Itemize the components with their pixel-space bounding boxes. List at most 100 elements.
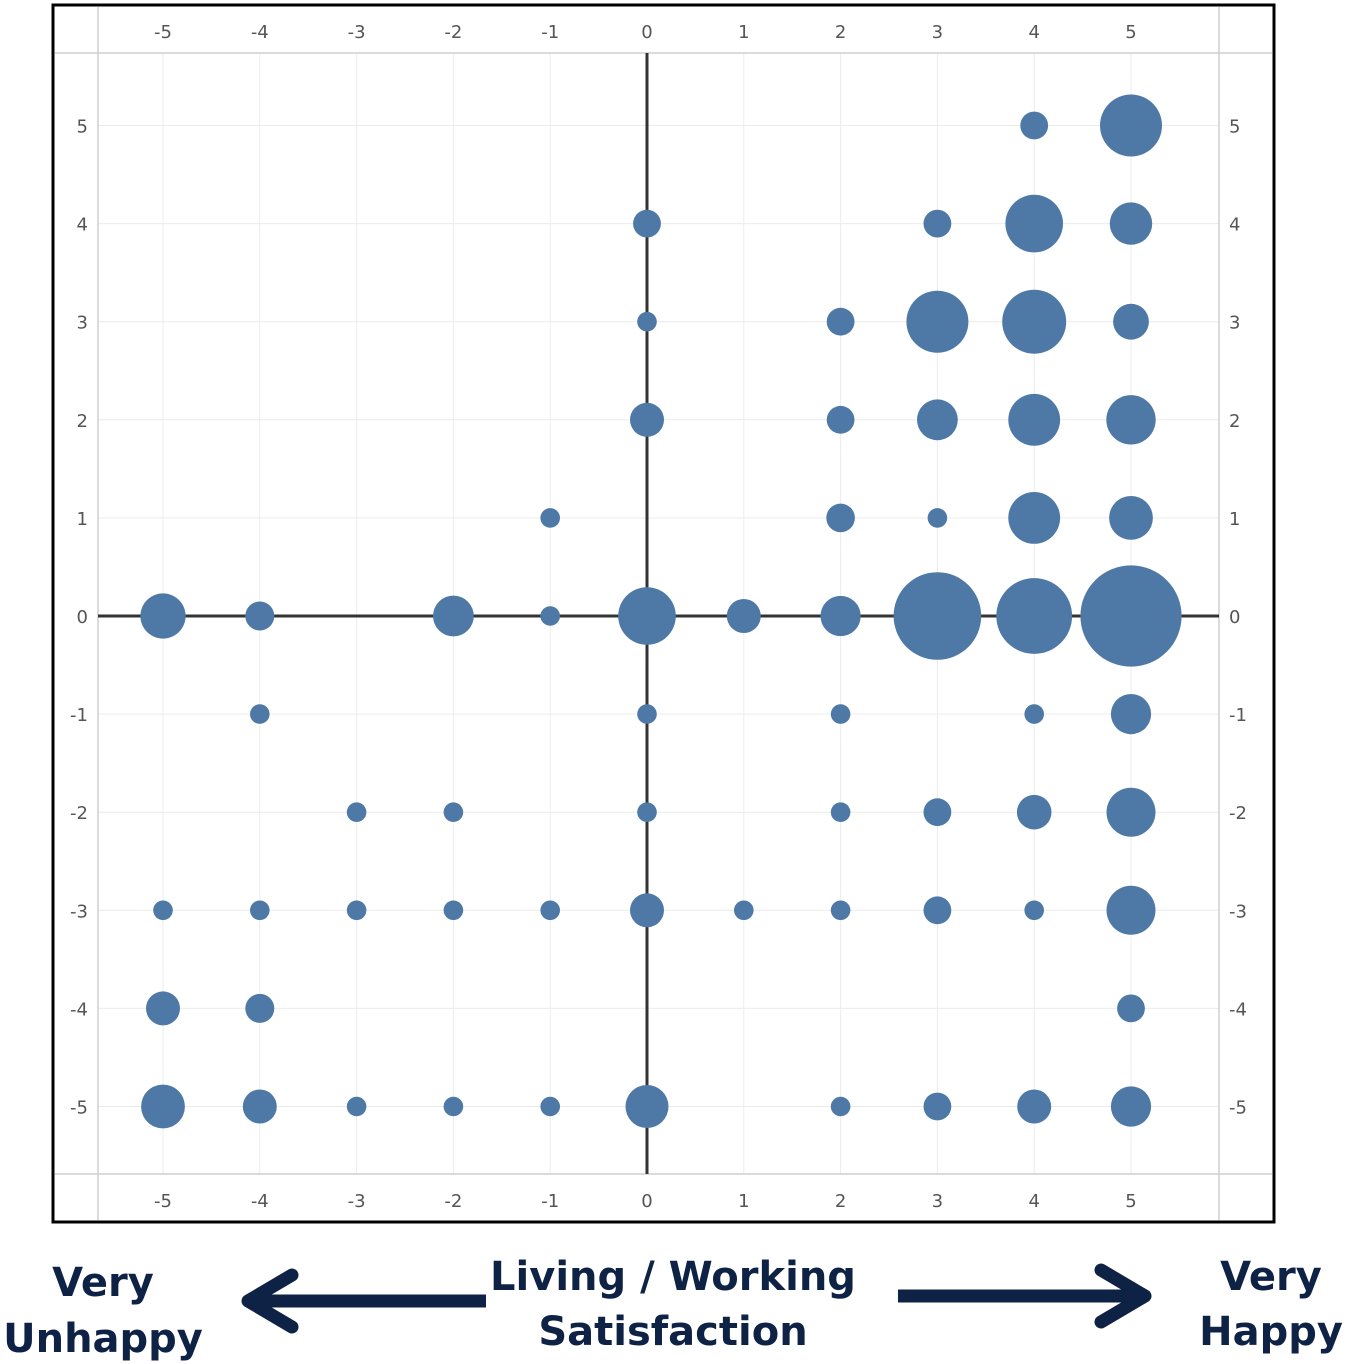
y-tick-label-left: 0	[77, 607, 88, 628]
data-point	[346, 802, 367, 822]
x-tick-label-bottom: -2	[444, 1191, 462, 1212]
y-tick-label-left: 3	[77, 313, 88, 334]
data-point	[923, 798, 952, 827]
data-point	[1109, 496, 1153, 540]
y-tick-label-right: 5	[1229, 117, 1240, 138]
data-point	[734, 900, 754, 921]
data-point	[893, 572, 982, 660]
data-point	[1024, 704, 1044, 724]
y-tick-label-left: -5	[70, 1098, 88, 1119]
data-point	[830, 802, 851, 822]
data-point	[1117, 994, 1145, 1023]
data-point	[637, 802, 657, 822]
data-point	[830, 900, 851, 921]
y-tick-label-left: -4	[70, 999, 88, 1020]
data-point	[826, 503, 855, 533]
data-point	[1100, 94, 1162, 157]
data-point	[443, 1096, 464, 1117]
caption-center-line1: Living / Working	[490, 1254, 856, 1300]
data-point	[245, 993, 275, 1023]
data-point	[1008, 492, 1061, 544]
x-tick-label-top: -1	[541, 22, 559, 43]
data-point	[1020, 111, 1049, 140]
points-layer	[140, 94, 1182, 1129]
data-point	[1109, 202, 1153, 245]
data-point	[1016, 794, 1052, 830]
y-tick-label-right: -1	[1229, 705, 1247, 726]
data-point	[1002, 289, 1067, 354]
caption-center-line2: Satisfaction	[538, 1309, 807, 1355]
data-point	[1024, 900, 1044, 921]
data-point	[433, 595, 474, 637]
data-point	[1005, 194, 1063, 253]
x-tick-label-top: -5	[154, 22, 172, 43]
data-point	[540, 900, 560, 921]
data-point	[923, 1092, 952, 1121]
data-point	[540, 606, 560, 626]
x-tick-label-bottom: 3	[932, 1191, 943, 1212]
y-tick-label-left: -3	[70, 901, 88, 922]
data-point	[249, 704, 270, 724]
x-tick-label-bottom: 1	[738, 1191, 749, 1212]
data-point	[1017, 1089, 1052, 1124]
data-point	[637, 311, 657, 332]
data-point	[637, 704, 657, 724]
y-tick-label-left: -2	[70, 803, 88, 824]
y-tick-label-left: 5	[77, 117, 88, 138]
x-tick-label-top: -4	[251, 22, 269, 43]
data-point	[630, 893, 664, 928]
data-point	[1008, 393, 1061, 446]
y-tick-label-left: 4	[77, 215, 88, 236]
data-point	[346, 1096, 367, 1117]
caption-right-line2: Happy	[1199, 1309, 1343, 1355]
data-point	[633, 209, 661, 238]
data-point	[1106, 885, 1156, 935]
x-tick-label-bottom: 0	[641, 1191, 652, 1212]
data-point	[540, 508, 560, 528]
data-point	[830, 1096, 851, 1117]
x-tick-label-top: 5	[1125, 22, 1136, 43]
left-arrow-icon	[241, 1268, 486, 1334]
data-point	[443, 900, 464, 921]
y-tick-label-right: 0	[1229, 607, 1240, 628]
x-tick-label-top: 2	[835, 22, 846, 43]
caption-right-line1: Very	[1220, 1254, 1322, 1300]
x-tick-label-bottom: -4	[251, 1191, 269, 1212]
data-point	[245, 601, 275, 631]
x-tick-label-top: -2	[444, 22, 462, 43]
data-point	[906, 290, 969, 353]
data-point	[1113, 303, 1149, 340]
x-tick-label-bottom: -1	[541, 1191, 559, 1212]
data-point	[923, 896, 952, 925]
y-tick-label-left: 2	[77, 411, 88, 432]
data-point	[443, 802, 464, 822]
y-tick-label-right: -3	[1229, 901, 1247, 922]
x-tick-label-top: 3	[932, 22, 943, 43]
caption-left-line1: Very	[52, 1260, 154, 1306]
y-tick-label-left: -1	[70, 705, 88, 726]
x-tick-label-bottom: -5	[154, 1191, 172, 1212]
data-point	[1110, 1086, 1152, 1127]
data-point	[146, 991, 180, 1026]
data-point	[153, 900, 173, 921]
data-point	[249, 900, 270, 921]
data-point	[630, 402, 664, 437]
data-point	[346, 900, 367, 921]
data-point	[618, 587, 676, 645]
data-point	[923, 209, 952, 238]
data-point	[830, 704, 851, 724]
y-tick-label-right: 4	[1229, 215, 1240, 236]
data-point	[625, 1085, 669, 1128]
data-point	[726, 599, 761, 633]
caption: Very Unhappy Living / Working Satisfacti…	[3, 1254, 1343, 1362]
data-point	[1080, 565, 1182, 667]
x-tick-label-top: 0	[641, 22, 652, 43]
tick-labels: -5 -5 -4 -4 -3 -3 -2 -2 -1 -1 0 0 1 1 2 2 3 3 4 4 5 5 5 5 4 4 3 3 2 2…	[70, 22, 1247, 1212]
data-point	[826, 405, 855, 434]
y-tick-label-right: -2	[1229, 803, 1247, 824]
y-tick-label-right: 2	[1229, 411, 1240, 432]
data-point	[826, 307, 855, 336]
x-tick-label-top: 4	[1028, 22, 1039, 43]
data-point	[1106, 787, 1156, 837]
